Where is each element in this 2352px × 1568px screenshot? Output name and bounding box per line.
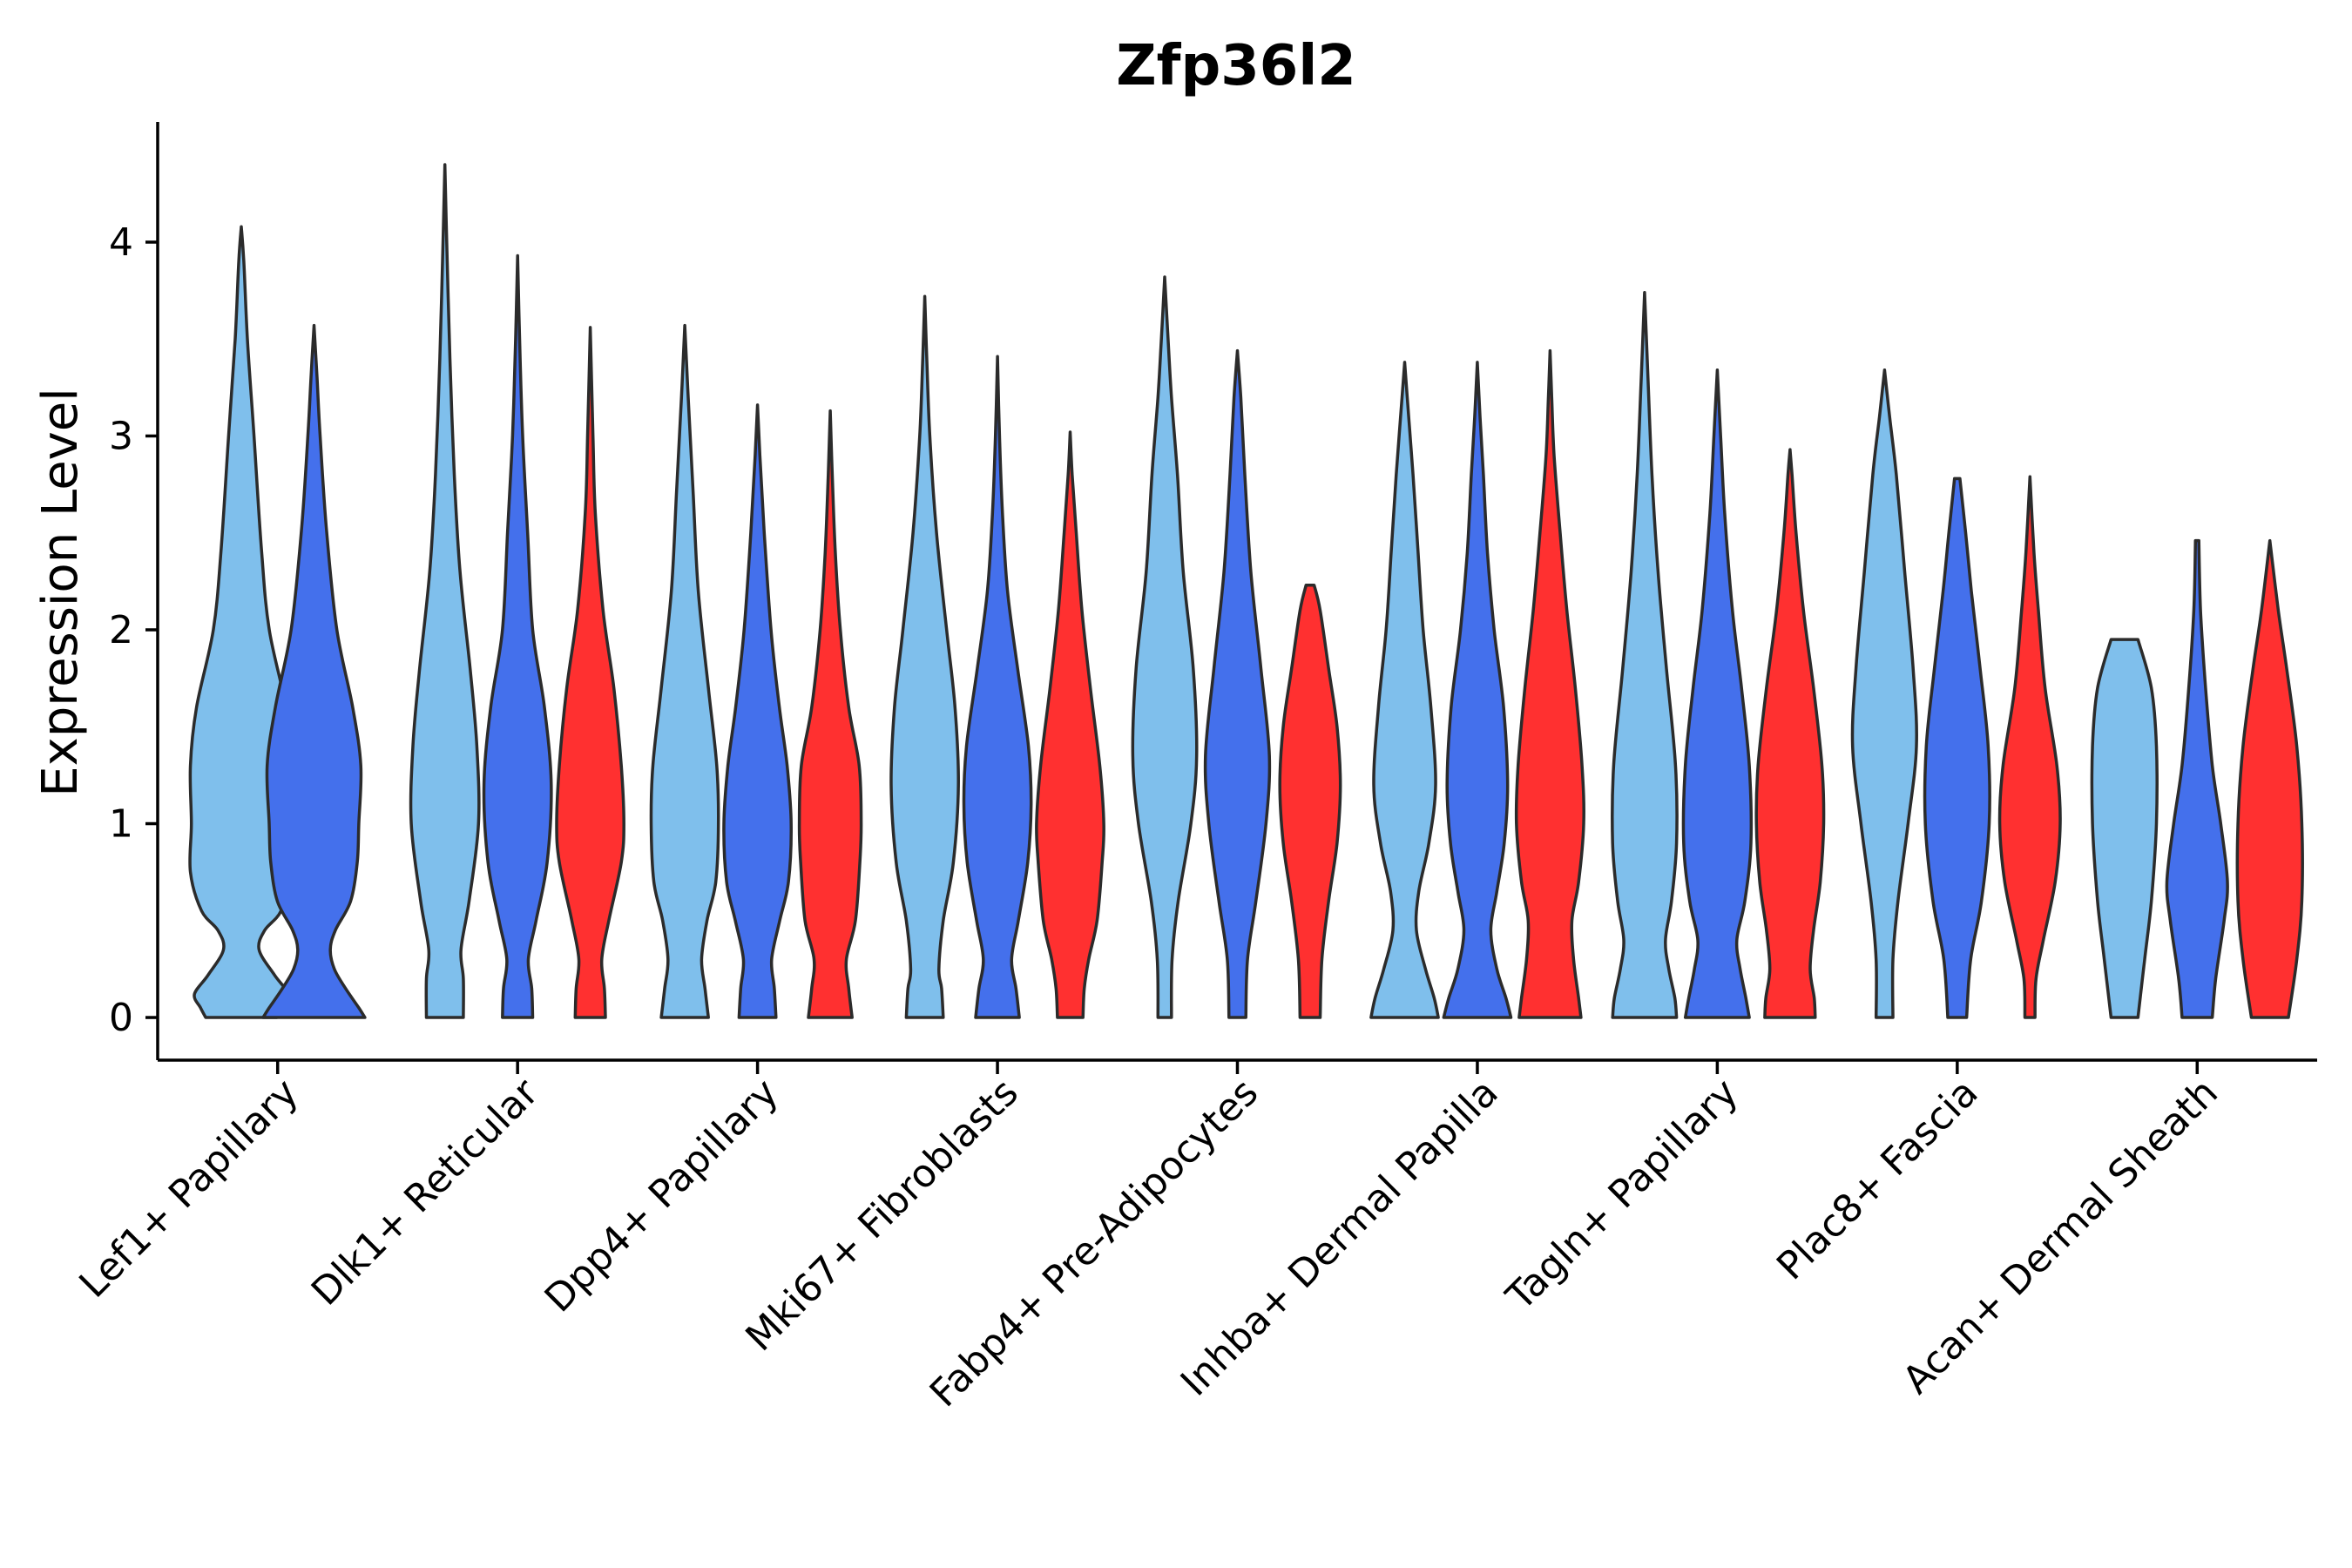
violin-acan-dermal-sheath-3 xyxy=(2235,538,2304,1019)
violin-dlk1-reticular-2 xyxy=(482,253,553,1019)
y-tick-label: 1 xyxy=(109,802,133,847)
x-tick-label: Lef1+ Papillary xyxy=(71,1071,307,1307)
violin-acan-dermal-sheath-1 xyxy=(2090,638,2159,1019)
y-axis: 0 1 2 3 4 xyxy=(109,122,159,1060)
violin-plac8-fascia-2 xyxy=(1923,476,1991,1019)
violin-dlk1-reticular-3 xyxy=(555,326,625,1019)
violin-mki67-fibroblasts-3 xyxy=(1035,430,1105,1019)
y-tick-label: 2 xyxy=(109,608,133,652)
x-tick-label: Tagln+ Papillary xyxy=(1497,1071,1747,1320)
violin-tagln-papillary-2 xyxy=(1681,368,1754,1019)
x-tick-label: Dlk1+ Reticular xyxy=(303,1070,548,1315)
violin-dpp4-papillary-3 xyxy=(797,409,863,1019)
x-tick-label: Dpp4+ Papillary xyxy=(537,1071,787,1321)
violin-plac8-fascia-1 xyxy=(1850,368,1918,1019)
violin-dpp4-papillary-2 xyxy=(722,403,793,1019)
violin-dpp4-papillary-1 xyxy=(649,323,720,1019)
violins xyxy=(188,163,2304,1019)
violin-fabp4-pre-adipocytes-1 xyxy=(1131,275,1199,1019)
violin-mki67-fibroblasts-1 xyxy=(889,294,960,1019)
violin-plac8-fascia-3 xyxy=(1997,475,2062,1019)
y-tick-label: 0 xyxy=(109,996,133,1040)
y-tick-label: 3 xyxy=(109,414,133,458)
violin-tagln-papillary-1 xyxy=(1611,291,1679,1019)
violin-dlk1-reticular-1 xyxy=(409,163,481,1019)
x-tick-label: Mki67+ Fibroblasts xyxy=(737,1071,1026,1360)
violin-tagln-papillary-3 xyxy=(1754,448,1826,1019)
violin-mki67-fibroblasts-2 xyxy=(962,355,1033,1019)
violin-fabp4-pre-adipocytes-3 xyxy=(1278,584,1342,1019)
violin-fabp4-pre-adipocytes-2 xyxy=(1203,348,1272,1019)
chart-title: Zfp36l2 xyxy=(1116,34,1356,98)
violin-inhba-dermal-papilla-2 xyxy=(1442,361,1513,1019)
violin-lef1-papillary-1 xyxy=(188,225,294,1019)
y-axis-label: Expression Level xyxy=(32,388,89,797)
violin-acan-dermal-sheath-2 xyxy=(2165,538,2229,1019)
violin-inhba-dermal-papilla-3 xyxy=(1514,348,1585,1019)
y-tick-label: 4 xyxy=(109,220,133,265)
violin-lef1-papillary-2 xyxy=(261,323,367,1019)
violin-inhba-dermal-papilla-1 xyxy=(1369,361,1440,1019)
x-tick-label: Plac8+ Fascia xyxy=(1768,1071,1987,1289)
